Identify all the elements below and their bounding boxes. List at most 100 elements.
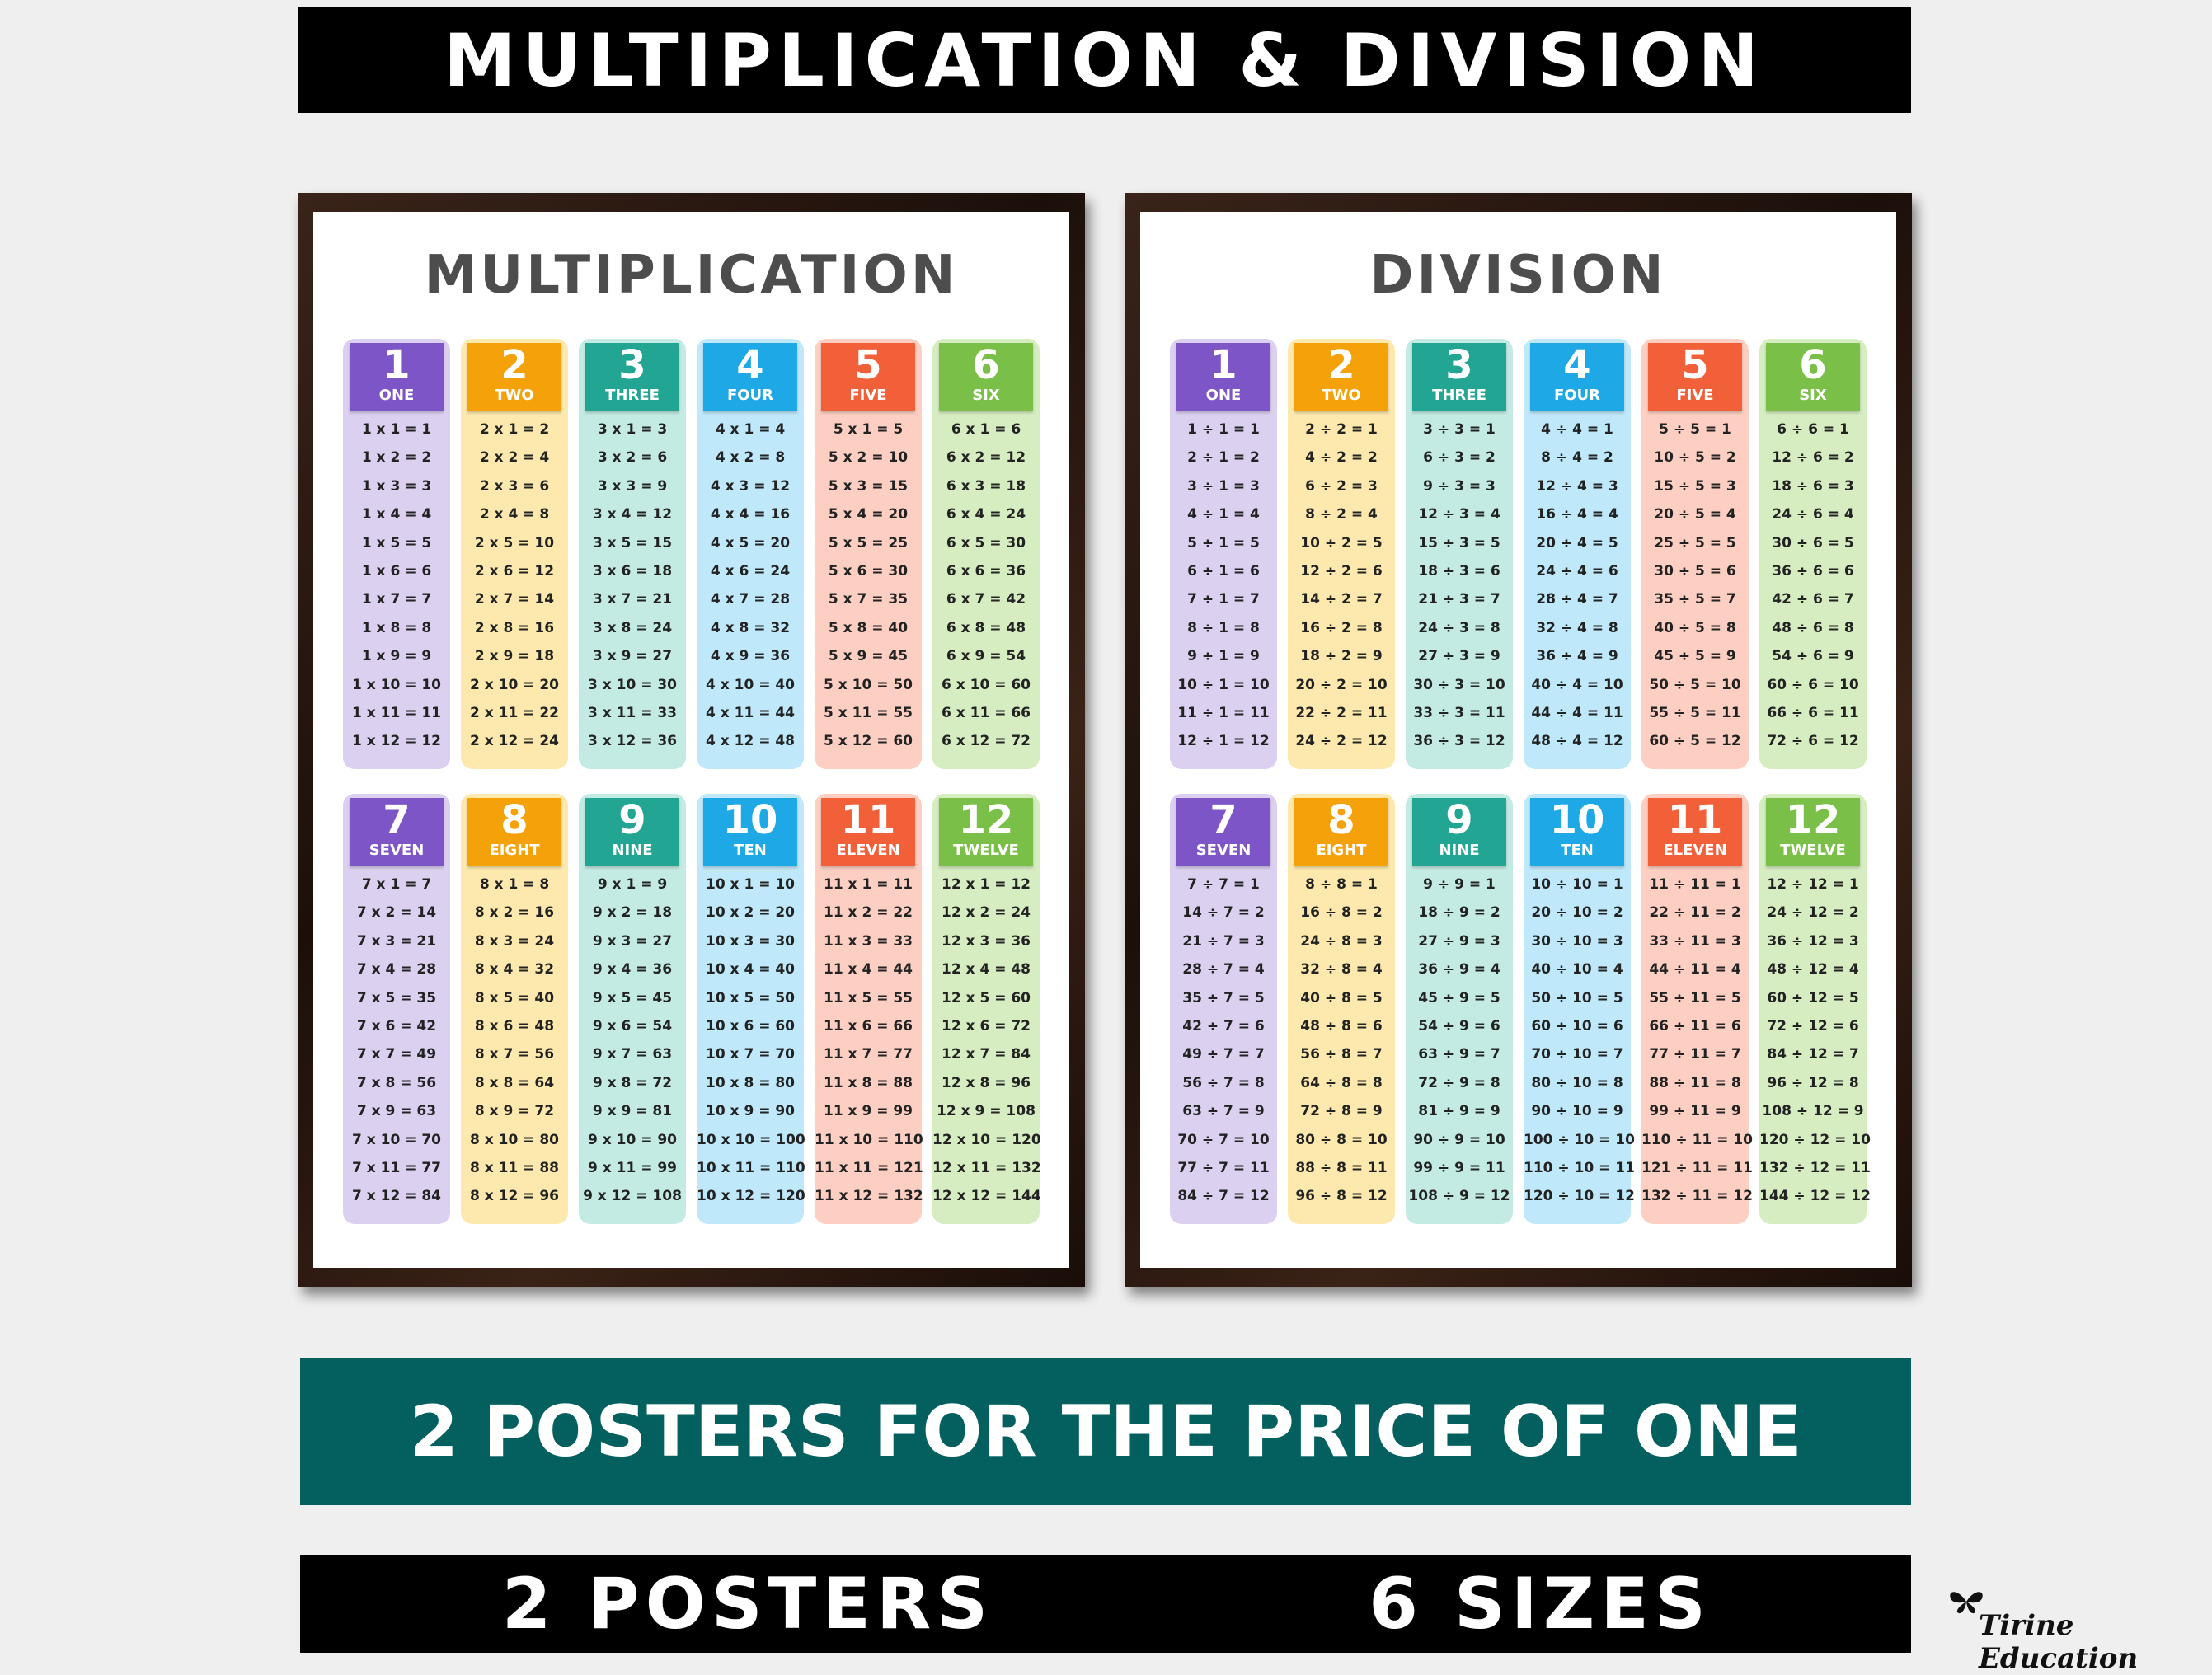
equation: 120 ÷ 12 = 10 — [1759, 1131, 1871, 1148]
equation: 27 ÷ 9 = 3 — [1418, 932, 1500, 950]
equation: 4 x 4 = 16 — [710, 506, 791, 523]
equation: 4 x 8 = 32 — [710, 619, 791, 636]
equation: 5 x 3 = 15 — [828, 477, 909, 495]
equation: 1 x 6 = 6 — [361, 563, 432, 579]
equation: 11 x 2 = 22 — [823, 904, 913, 922]
equation: 7 ÷ 7 = 1 — [1187, 876, 1260, 893]
equation: 7 x 7 = 49 — [356, 1046, 437, 1063]
poster: DIVISION 1 ONE 1 ÷ 1 = 1 2 ÷ 1 = 2 3 ÷ 1 = 3 4… — [1140, 212, 1896, 1268]
equation: 3 x 6 = 18 — [592, 563, 673, 579]
equation: 12 x 9 = 108 — [937, 1103, 1036, 1120]
equation: 132 ÷ 11 = 12 — [1641, 1188, 1753, 1205]
equation: 80 ÷ 8 = 10 — [1295, 1131, 1388, 1148]
equation: 12 ÷ 1 = 12 — [1177, 733, 1270, 750]
table-header: 5 FIVE — [1648, 343, 1742, 411]
table-card: 11 ELEVEN 11 x 1 = 11 11 x 2 = 22 11 x 3 = 3… — [815, 794, 923, 1224]
equation: 11 ÷ 1 = 11 — [1177, 705, 1270, 721]
equation: 15 ÷ 5 = 3 — [1654, 477, 1736, 495]
equation: 4 ÷ 2 = 2 — [1305, 449, 1378, 467]
equation: 4 x 2 = 8 — [715, 449, 786, 467]
table-number: 12 — [1785, 797, 1841, 843]
equation: 3 x 1 = 3 — [597, 421, 668, 438]
equation: 7 x 4 = 28 — [356, 961, 437, 978]
table-header: 3 THREE — [1412, 343, 1506, 411]
table-header: 7 SEVEN — [350, 798, 444, 866]
table-number: 12 — [958, 797, 1014, 843]
table-word: SIX — [1799, 387, 1827, 404]
equation: 6 x 7 = 42 — [946, 591, 1026, 608]
poster-title: MULTIPLICATION — [424, 245, 959, 306]
equation: 12 x 1 = 12 — [941, 876, 1031, 893]
equation: 10 x 10 = 100 — [697, 1131, 805, 1148]
equation: 15 ÷ 3 = 5 — [1418, 534, 1500, 551]
equation: 22 ÷ 11 = 2 — [1649, 904, 1741, 922]
equation: 2 x 2 = 4 — [479, 449, 550, 467]
equation: 10 x 4 = 40 — [705, 961, 796, 978]
table-word: EIGHT — [1316, 842, 1367, 859]
table-word: FIVE — [1676, 387, 1714, 404]
equation: 2 x 3 = 6 — [479, 477, 550, 495]
table-card: 10 TEN 10 ÷ 10 = 1 20 ÷ 10 = 2 30 ÷ 10 = 3 40… — [1524, 794, 1635, 1224]
equation: 5 x 8 = 40 — [828, 619, 909, 636]
equation: 63 ÷ 7 = 9 — [1182, 1103, 1265, 1120]
equation: 11 x 8 = 88 — [823, 1074, 913, 1091]
table-header: 3 THREE — [585, 343, 679, 411]
equation: 8 ÷ 4 = 2 — [1541, 449, 1613, 467]
equation: 9 x 10 = 90 — [587, 1131, 678, 1148]
table-word: ONE — [1205, 387, 1242, 404]
equation: 63 ÷ 9 = 7 — [1418, 1046, 1500, 1063]
brand: Tirine Education — [1979, 1609, 2139, 1675]
table-card: 5 FIVE 5 ÷ 5 = 1 10 ÷ 5 = 2 15 ÷ 5 = 3 20 ÷ 5… — [1641, 339, 1749, 769]
equation: 5 ÷ 5 = 1 — [1659, 421, 1731, 438]
equation: 35 ÷ 7 = 5 — [1182, 989, 1265, 1006]
equation: 5 x 12 = 60 — [823, 733, 913, 750]
equation: 1 x 8 = 8 — [361, 619, 432, 636]
table-header: 1 ONE — [350, 343, 444, 411]
table-card: 3 THREE 3 x 1 = 3 3 x 2 = 6 3 x 3 = 9 3 x 4 =… — [579, 339, 686, 769]
equation: 48 ÷ 4 = 12 — [1531, 733, 1623, 750]
equation: 24 ÷ 8 = 3 — [1300, 932, 1383, 950]
equation: 25 ÷ 5 = 5 — [1654, 534, 1736, 551]
table-number: 2 — [1327, 342, 1355, 388]
equation: 28 ÷ 4 = 7 — [1536, 591, 1618, 608]
equation: 6 x 3 = 18 — [946, 477, 1026, 495]
equation: 7 x 6 = 42 — [356, 1018, 437, 1035]
equation: 12 x 3 = 36 — [941, 932, 1031, 950]
equation: 108 ÷ 9 = 12 — [1408, 1188, 1510, 1205]
equation: 66 ÷ 6 = 11 — [1767, 705, 1859, 721]
equation: 7 x 3 = 21 — [356, 932, 437, 950]
equation: 4 x 9 = 36 — [710, 648, 791, 665]
equation: 48 ÷ 6 = 8 — [1772, 619, 1854, 636]
equation: 6 x 5 = 30 — [946, 534, 1026, 551]
table-card: 1 ONE 1 ÷ 1 = 1 2 ÷ 1 = 2 3 ÷ 1 = 3 4 ÷ 1 = 4… — [1170, 339, 1277, 769]
equation: 48 ÷ 8 = 6 — [1300, 1018, 1383, 1035]
equation: 1 x 7 = 7 — [361, 591, 432, 608]
equation: 8 x 9 = 72 — [474, 1103, 555, 1120]
table-header: 7 SEVEN — [1176, 798, 1270, 866]
footer-bar: 2 POSTERS 6 SIZES — [300, 1555, 1911, 1653]
table-word: SEVEN — [369, 842, 425, 859]
table-number: 6 — [1799, 342, 1827, 388]
equation: 9 x 4 = 36 — [592, 961, 673, 978]
equation: 100 ÷ 10 = 10 — [1524, 1131, 1635, 1148]
table-card: 3 THREE 3 ÷ 3 = 1 6 ÷ 3 = 2 9 ÷ 3 = 3 12 ÷ 3 … — [1406, 339, 1513, 769]
equation: 77 ÷ 7 = 11 — [1177, 1160, 1270, 1176]
equation: 56 ÷ 8 = 7 — [1300, 1046, 1383, 1063]
equation: 11 x 1 = 11 — [823, 876, 913, 893]
table-number: 8 — [500, 797, 528, 843]
table-word: TWELVE — [1780, 842, 1846, 859]
table-header: 10 TEN — [703, 798, 797, 866]
equation: 1 x 9 = 9 — [361, 648, 432, 665]
table-word: ELEVEN — [1663, 842, 1727, 859]
top-title: MULTIPLICATION & DIVISION — [298, 7, 1911, 113]
equation: 3 x 11 = 33 — [587, 705, 678, 721]
equation: 72 ÷ 6 = 12 — [1767, 733, 1859, 750]
equation: 21 ÷ 7 = 3 — [1182, 932, 1265, 950]
equation: 7 x 2 = 14 — [356, 904, 437, 922]
equation: 35 ÷ 5 = 7 — [1654, 591, 1736, 608]
equation: 3 x 10 = 30 — [587, 676, 678, 693]
equation: 14 ÷ 7 = 2 — [1182, 904, 1265, 922]
equation: 42 ÷ 6 = 7 — [1772, 591, 1854, 608]
equation: 60 ÷ 5 = 12 — [1649, 733, 1741, 750]
equation: 8 x 7 = 56 — [474, 1046, 555, 1063]
